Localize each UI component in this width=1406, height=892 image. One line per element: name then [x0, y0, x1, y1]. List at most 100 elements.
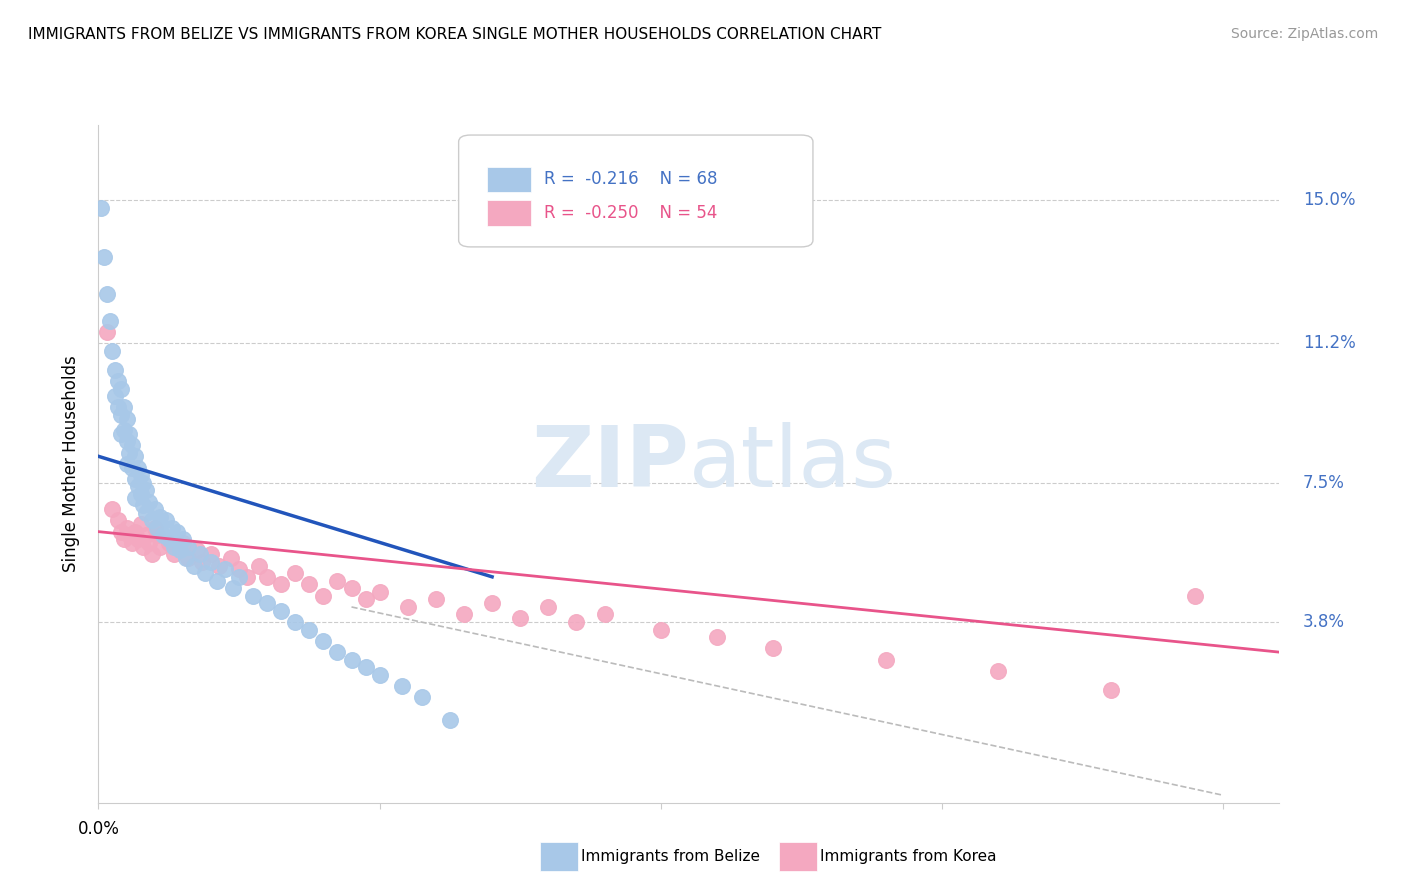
Point	[183, 558, 205, 573]
Point	[177, 540, 200, 554]
Text: R =  -0.250    N = 54: R = -0.250 N = 54	[544, 204, 717, 222]
Point	[706, 630, 728, 644]
Point	[112, 423, 135, 437]
Point	[104, 389, 127, 403]
Point	[481, 596, 503, 610]
Point	[143, 521, 166, 535]
Point	[163, 540, 186, 554]
Point	[205, 574, 228, 588]
Point	[138, 494, 160, 508]
FancyBboxPatch shape	[486, 167, 530, 192]
Point	[340, 653, 363, 667]
Point	[138, 536, 160, 550]
Point	[1184, 589, 1206, 603]
Point	[118, 426, 141, 441]
Point	[354, 592, 377, 607]
Text: Immigrants from Belize: Immigrants from Belize	[581, 849, 759, 863]
Point	[326, 574, 349, 588]
Point	[107, 374, 129, 388]
Point	[96, 287, 118, 301]
Point	[284, 615, 307, 629]
Point	[174, 551, 197, 566]
Point	[425, 592, 447, 607]
Point	[115, 411, 138, 425]
Point	[124, 524, 146, 539]
Point	[124, 472, 146, 486]
Point	[124, 491, 146, 505]
Text: R =  -0.216    N = 68: R = -0.216 N = 68	[544, 170, 717, 188]
Point	[132, 498, 155, 512]
Point	[127, 460, 149, 475]
Point	[340, 581, 363, 595]
Point	[368, 585, 391, 599]
Point	[411, 690, 433, 705]
Point	[141, 547, 163, 561]
Point	[172, 536, 194, 550]
Point	[115, 521, 138, 535]
Point	[129, 517, 152, 532]
Point	[155, 513, 177, 527]
Point	[188, 547, 211, 561]
Point	[96, 325, 118, 339]
Point	[593, 607, 616, 622]
Point	[141, 513, 163, 527]
Point	[118, 528, 141, 542]
Point	[354, 660, 377, 674]
Point	[157, 532, 180, 546]
Point	[228, 570, 250, 584]
Point	[270, 604, 292, 618]
Point	[326, 645, 349, 659]
Point	[146, 521, 169, 535]
Point	[200, 555, 222, 569]
Point	[194, 566, 217, 580]
Point	[186, 543, 208, 558]
Point	[135, 528, 157, 542]
Point	[143, 502, 166, 516]
Point	[107, 513, 129, 527]
Point	[124, 450, 146, 464]
Point	[298, 623, 321, 637]
Point	[298, 577, 321, 591]
Point	[256, 570, 278, 584]
Point	[135, 483, 157, 498]
Point	[236, 570, 259, 584]
Point	[200, 547, 222, 561]
Point	[219, 551, 242, 566]
Point	[439, 713, 461, 727]
Text: atlas: atlas	[689, 422, 897, 506]
Point	[112, 532, 135, 546]
Point	[222, 581, 245, 595]
Point	[391, 679, 413, 693]
Point	[110, 408, 132, 422]
Point	[453, 607, 475, 622]
Text: Source: ZipAtlas.com: Source: ZipAtlas.com	[1230, 27, 1378, 41]
Point	[169, 543, 191, 558]
Point	[256, 596, 278, 610]
Point	[121, 536, 143, 550]
Point	[149, 540, 172, 554]
Point	[104, 362, 127, 376]
Point	[284, 566, 307, 580]
Text: 15.0%: 15.0%	[1303, 191, 1355, 210]
Text: 7.5%: 7.5%	[1303, 474, 1346, 491]
Point	[127, 532, 149, 546]
Point	[98, 314, 121, 328]
Point	[177, 551, 200, 566]
Point	[160, 521, 183, 535]
Point	[115, 434, 138, 449]
Point	[650, 623, 672, 637]
Point	[112, 401, 135, 415]
Point	[127, 479, 149, 493]
Point	[110, 382, 132, 396]
Point	[166, 524, 188, 539]
Point	[762, 641, 785, 656]
Point	[987, 664, 1010, 678]
Point	[118, 445, 141, 459]
Point	[163, 547, 186, 561]
Point	[537, 599, 560, 614]
FancyBboxPatch shape	[458, 135, 813, 247]
Text: 0.0%: 0.0%	[77, 820, 120, 838]
Point	[312, 633, 335, 648]
Point	[129, 468, 152, 483]
Point	[107, 401, 129, 415]
